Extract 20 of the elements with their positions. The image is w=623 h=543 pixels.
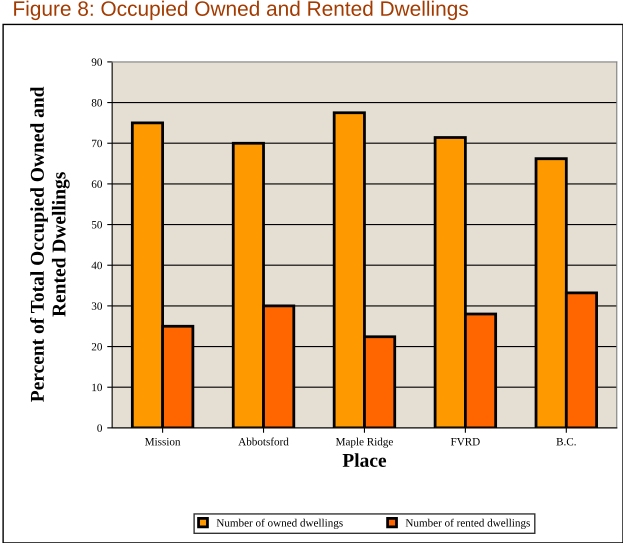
x-axis-title: Place: [342, 453, 386, 467]
y-tick-label: 0: [97, 424, 102, 432]
y-tick-label: 50: [92, 221, 102, 229]
legend-label: Number of owned dwellings: [216, 518, 343, 529]
y-tick-label: 40: [92, 262, 102, 270]
x-tick-label: Abbotsford: [238, 437, 289, 446]
y-axis-title: Percent of Total Occupied Owned and Rented Dwellings: [30, 86, 70, 402]
x-tick-label: Mission: [145, 438, 180, 446]
y-tick-label: 60: [92, 180, 102, 188]
y-tick-label: 80: [92, 99, 102, 107]
x-tick-label: FVRD: [450, 438, 480, 446]
y-tick-label: 30: [92, 302, 102, 310]
y-tick-label: 70: [92, 140, 102, 148]
y-tick-label: 90: [92, 58, 102, 66]
y-tick-label: 20: [92, 343, 102, 351]
y-tick-label: 10: [92, 384, 102, 392]
x-tick-label: B.C.: [556, 438, 576, 446]
x-tick-label: Maple Ridge: [336, 438, 393, 448]
chart-title: Figure 8: Occupied Owned and Rented Dwellings: [14, 0, 468, 20]
legend-label: Number of rented dwellings: [406, 518, 530, 529]
